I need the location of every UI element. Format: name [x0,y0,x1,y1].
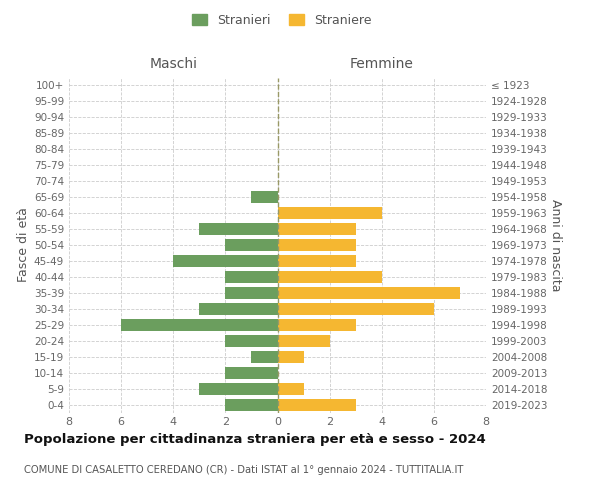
Bar [226,239,277,251]
Bar [226,366,277,378]
Bar [277,287,460,299]
Bar [277,223,356,235]
Bar [173,255,277,267]
Bar [277,319,356,330]
Bar [277,334,329,346]
Bar [226,271,277,283]
Y-axis label: Fasce di età: Fasce di età [17,208,30,282]
Bar [199,223,277,235]
Bar [277,271,382,283]
Bar [251,350,277,362]
Bar [226,334,277,346]
Text: Femmine: Femmine [350,57,413,71]
Legend: Stranieri, Straniere: Stranieri, Straniere [187,8,377,32]
Y-axis label: Anni di nascita: Anni di nascita [548,198,562,291]
Bar [277,239,356,251]
Bar [277,207,382,219]
Bar [226,398,277,410]
Bar [121,319,277,330]
Bar [277,303,434,315]
Bar [277,398,356,410]
Bar [199,303,277,315]
Text: COMUNE DI CASALETTO CEREDANO (CR) - Dati ISTAT al 1° gennaio 2024 - TUTTITALIA.I: COMUNE DI CASALETTO CEREDANO (CR) - Dati… [24,465,463,475]
Bar [199,382,277,394]
Bar [277,382,304,394]
Bar [277,350,304,362]
Bar [251,191,277,203]
Text: Maschi: Maschi [149,57,197,71]
Bar [226,287,277,299]
Text: Popolazione per cittadinanza straniera per età e sesso - 2024: Popolazione per cittadinanza straniera p… [24,432,486,446]
Bar [277,255,356,267]
